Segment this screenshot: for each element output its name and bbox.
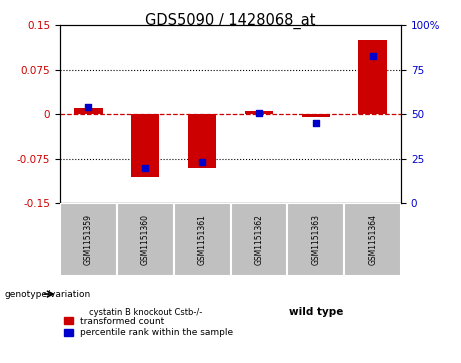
Point <box>198 159 206 165</box>
Text: GDS5090 / 1428068_at: GDS5090 / 1428068_at <box>145 13 316 29</box>
Point <box>312 120 319 126</box>
Legend: transformed count, percentile rank within the sample: transformed count, percentile rank withi… <box>65 317 233 337</box>
Text: GSM1151363: GSM1151363 <box>311 214 320 265</box>
Point <box>369 53 376 58</box>
Text: GSM1151359: GSM1151359 <box>84 214 93 265</box>
Bar <box>188 114 216 168</box>
Bar <box>74 109 102 114</box>
Point <box>255 110 263 115</box>
Bar <box>287 203 344 276</box>
Bar <box>301 114 330 117</box>
Point <box>85 104 92 110</box>
Bar <box>174 203 230 276</box>
Text: GSM1151361: GSM1151361 <box>198 214 207 265</box>
Point <box>142 165 149 171</box>
Text: GSM1151360: GSM1151360 <box>141 214 150 265</box>
Text: wild type: wild type <box>289 307 343 317</box>
Text: GSM1151364: GSM1151364 <box>368 214 377 265</box>
Text: GSM1151362: GSM1151362 <box>254 214 263 265</box>
Bar <box>230 203 287 276</box>
Bar <box>344 203 401 276</box>
Text: cystatin B knockout Cstb-/-: cystatin B knockout Cstb-/- <box>89 308 202 317</box>
Bar <box>245 111 273 114</box>
Bar <box>60 203 117 276</box>
Text: genotype/variation: genotype/variation <box>5 290 91 298</box>
Bar <box>131 114 160 176</box>
Bar <box>117 203 174 276</box>
Bar <box>358 40 387 114</box>
